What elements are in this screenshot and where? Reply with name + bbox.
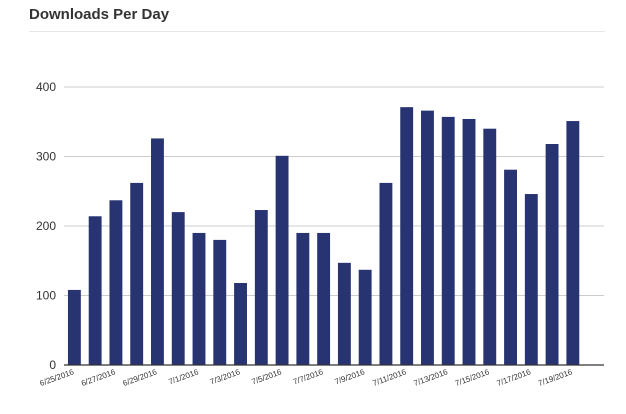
bar-7-5-2016 <box>275 155 289 365</box>
bars <box>67 107 580 365</box>
bar-6-25-2016 <box>67 289 81 365</box>
x-tick-label-7-19-2016: 7/19/2016 <box>537 367 574 388</box>
bar-7-3-2016 <box>234 282 247 365</box>
bar-7-18-2016 <box>545 143 559 365</box>
bar-7-11-2016 <box>400 107 414 365</box>
x-tick-label-7-13-2016: 7/13/2016 <box>412 367 449 388</box>
bar-7-16-2016 <box>504 169 517 365</box>
x-tick-label-7-9-2016: 7/9/2016 <box>333 367 366 386</box>
bar-7-7-2016 <box>317 232 331 365</box>
y-tick-label-200: 200 <box>36 219 56 233</box>
bar-7-9-2016 <box>358 269 372 365</box>
bar-6-30-2016 <box>171 212 185 365</box>
bar-7-13-2016 <box>441 116 455 365</box>
bar-6-27-2016 <box>109 200 123 365</box>
bar-7-15-2016 <box>483 128 497 365</box>
x-tick-label-6-27-2016: 6/27/2016 <box>80 367 117 388</box>
bar-7-1-2016 <box>192 232 206 365</box>
bar-7-14-2016 <box>462 118 476 365</box>
bar-7-10-2016 <box>379 182 393 365</box>
bar-7-2-2016 <box>213 239 227 365</box>
bar-6-26-2016 <box>88 216 102 365</box>
x-tick-label-7-15-2016: 7/15/2016 <box>454 367 491 388</box>
gridlines <box>64 86 604 296</box>
x-tick-label-7-5-2016: 7/5/2016 <box>250 367 283 386</box>
bar-7-12-2016 <box>421 110 434 365</box>
bar-7-19-2016 <box>566 121 580 365</box>
y-tick-label-100: 100 <box>36 289 56 303</box>
bar-6-28-2016 <box>130 182 144 365</box>
x-tick-label-6-29-2016: 6/29/2016 <box>122 367 159 388</box>
x-tick-label-7-11-2016: 7/11/2016 <box>371 367 407 388</box>
bar-6-29-2016 <box>151 138 164 365</box>
chart-title: Downloads Per Day <box>29 6 170 23</box>
x-tick-label-7-17-2016: 7/17/2016 <box>495 367 532 388</box>
x-tick-label-7-3-2016: 7/3/2016 <box>209 367 242 386</box>
bar-7-17-2016 <box>524 194 538 365</box>
x-tick-label-7-1-2016: 7/1/2016 <box>167 367 200 386</box>
y-tick-label-300: 300 <box>36 150 56 164</box>
x-axis-tick-labels: 6/25/2016 6/27/2016 6/29/2016 7/1/2016 7/3/2… <box>39 367 575 388</box>
x-tick-label-7-7-2016: 7/7/2016 <box>292 367 325 386</box>
bar-7-4-2016 <box>254 210 268 365</box>
y-tick-label-400: 400 <box>36 80 56 94</box>
y-tick-label-0: 0 <box>49 358 56 372</box>
y-axis-tick-labels: 0 100 200 300 400 <box>36 80 56 372</box>
x-tick-label-6-25-2016: 6/25/2016 <box>39 367 76 388</box>
bar-7-8-2016 <box>337 262 351 365</box>
bar-7-6-2016 <box>296 232 310 365</box>
title-divider <box>29 31 605 32</box>
